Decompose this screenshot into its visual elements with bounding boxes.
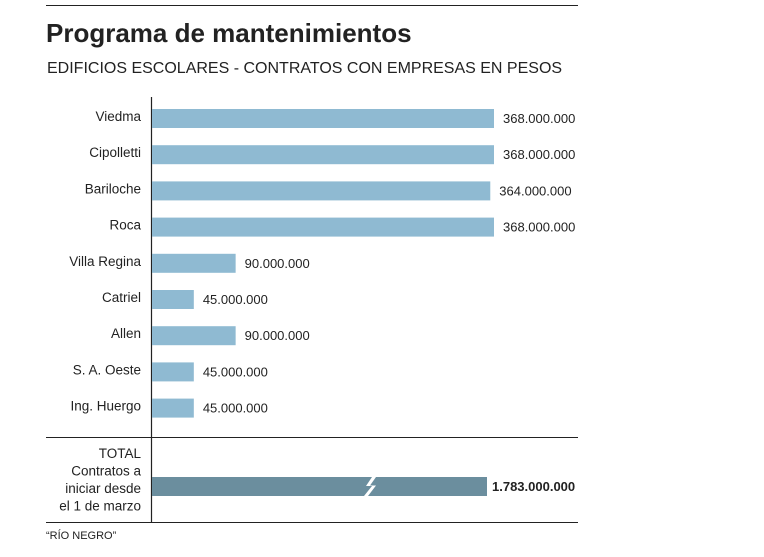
bar-bariloche [152, 181, 491, 201]
category-label: Cipolletti [89, 145, 141, 160]
bar-viedma [152, 109, 494, 128]
category-label: S. A. Oeste [73, 362, 141, 377]
total-description-line: el 1 de marzo [59, 499, 141, 514]
category-label: Bariloche [85, 181, 141, 196]
value-label: 90.000.000 [245, 328, 310, 343]
bar-ing-huergo [152, 398, 194, 418]
category-label: Roca [109, 218, 141, 233]
category-label: Villa Regina [69, 254, 141, 269]
source-credit: “RÍO NEGRO” [46, 530, 117, 542]
value-label: 45.000.000 [203, 292, 268, 307]
chart-subtitle: EDIFICIOS ESCOLARES - CONTRATOS CON EMPR… [47, 60, 563, 77]
total-label: TOTAL [99, 446, 142, 461]
value-label: 368.000.000 [503, 220, 575, 235]
bar-s-a-oeste [152, 362, 194, 382]
bar-villa-regina [152, 253, 236, 273]
axis-break-icon [364, 477, 376, 496]
chart-title: Programa de mantenimientos [46, 18, 412, 48]
total-value-label: 1.783.000.000 [492, 479, 575, 494]
value-label: 90.000.000 [245, 256, 310, 271]
value-label: 368.000.000 [503, 147, 575, 162]
top-rule [46, 5, 578, 6]
value-label: 364.000.000 [499, 183, 571, 198]
bar-cipolletti [152, 145, 494, 165]
value-label: 368.000.000 [503, 111, 575, 126]
category-label: Catriel [102, 290, 141, 305]
value-label: 45.000.000 [203, 364, 268, 379]
value-label: 45.000.000 [203, 401, 268, 416]
bar-allen [152, 326, 236, 346]
category-label: Ing. Huergo [70, 399, 141, 414]
total-bar [152, 477, 487, 496]
category-label: Allen [111, 326, 141, 341]
total-description-line: iniciar desde [65, 481, 141, 496]
total-description-line: Contratos a [71, 464, 141, 479]
bar-catriel [152, 290, 194, 309]
bar-roca [152, 217, 494, 237]
category-label: Viedma [95, 109, 141, 124]
